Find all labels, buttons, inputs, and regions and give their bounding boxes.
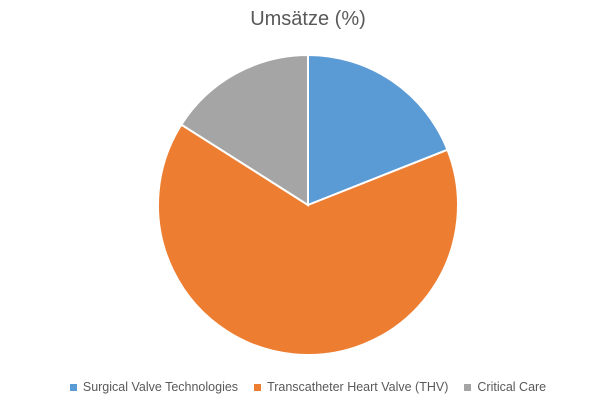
legend: Surgical Valve Technologies Transcatheter…: [0, 380, 616, 394]
pie-slice-0: [307, 53, 449, 207]
legend-item-2: Critical Care: [464, 380, 546, 394]
legend-item-0: Surgical Valve Technologies: [69, 380, 239, 394]
legend-swatch: [69, 383, 77, 391]
legend-swatch: [464, 383, 472, 391]
legend-label: Critical Care: [477, 380, 547, 394]
pie-slice-2: [179, 53, 309, 207]
legend-swatch: [254, 383, 262, 391]
pie-slice-1: [157, 123, 459, 356]
pie-chart: [157, 53, 459, 356]
chart-title: Umsätze (%): [250, 8, 366, 30]
legend-label: Transcatheter Heart Valve (THV): [267, 380, 449, 394]
legend-label: Surgical Valve Technologies: [82, 380, 239, 394]
legend-item-1: Transcatheter Heart Valve (THV): [254, 380, 448, 394]
